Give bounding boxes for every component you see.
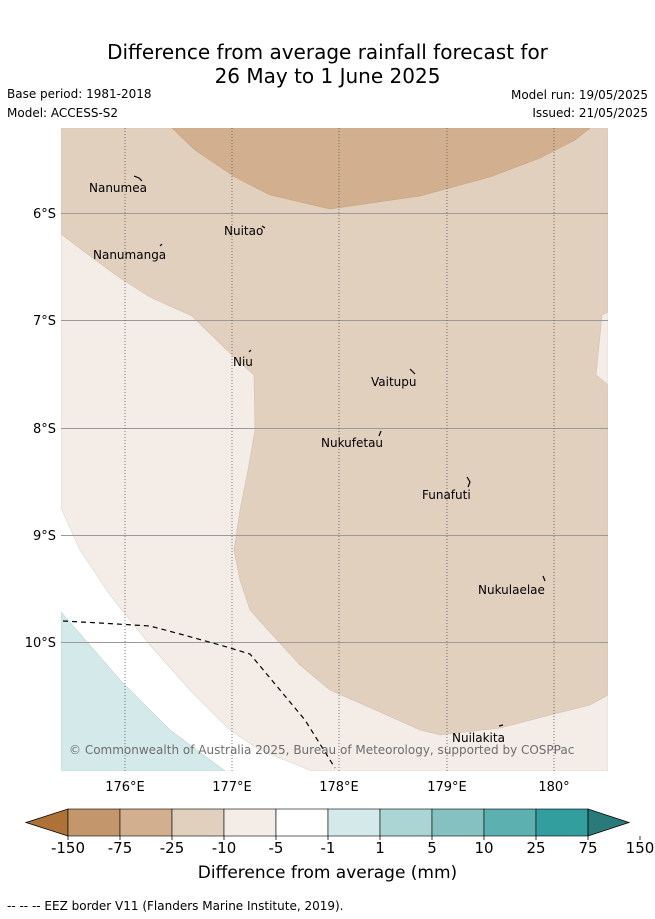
island-label-vaitupu: Vaitupu: [371, 375, 417, 389]
lat-label-7s: 7°S: [33, 314, 56, 329]
island-label-nanumanga: Nanumanga: [93, 248, 166, 262]
model-run: Model run: 19/05/2025: [510, 88, 648, 102]
chart-title: Difference from average rainfall forecas…: [0, 40, 655, 88]
colorbar-segment: [67, 808, 121, 837]
eez-legend-note: -- -- -- EEZ border V11 (Flanders Marine…: [7, 899, 344, 913]
title-line-1: Difference from average rainfall forecas…: [107, 40, 548, 64]
island-outlines: [133, 175, 546, 727]
island-label-nuilakita: Nuilakita: [452, 731, 505, 745]
island-labels: Nanumea Nuitao Nanumanga Niu Vaitupu Nuk…: [89, 181, 545, 745]
title-line-2: 26 May to 1 June 2025: [214, 64, 441, 88]
lat-label-10s: 10°S: [25, 636, 56, 651]
colorbar-segment: [119, 808, 173, 837]
model-name: Model: ACCESS-S2: [7, 106, 119, 120]
copyright-credit: © Commonwealth of Australia 2025, Bureau…: [69, 743, 574, 757]
island-label-niu: Niu: [233, 355, 253, 369]
colorbar-tick-label: 75: [578, 839, 597, 857]
colorbar-segment: [171, 808, 225, 837]
colorbar-tick-label: -75: [108, 839, 133, 857]
colorbar-segment: [535, 808, 589, 837]
colorbar-segment: [379, 808, 433, 837]
island-shape-vaitupu: [409, 368, 416, 375]
colorbar-tick-label: -150: [51, 839, 85, 857]
longitude-gridlines: [124, 128, 555, 771]
island-shape-nuitao: [261, 225, 266, 229]
colorbar-tick-label: 150: [626, 839, 655, 857]
issued-date: Issued: 21/05/2025: [532, 106, 648, 120]
island-shape-nanumea: [133, 175, 143, 182]
island-label-funafuti: Funafuti: [422, 488, 471, 502]
colorbar-tick-label: 10: [474, 839, 493, 857]
colorbar-tick-label: -5: [269, 839, 284, 857]
map-regions: Nanumea Nuitao Nanumanga Niu Vaitupu Nuk…: [61, 128, 608, 771]
island-label-nukulaelae: Nukulaelae: [478, 583, 545, 597]
base-period: Base period: 1981-2018: [7, 87, 152, 101]
lon-label-178e: 178°E: [319, 780, 359, 795]
colorbar-tick-label: -25: [160, 839, 185, 857]
colorbar: -150 -75 -25 -10 -5 -1 1 5 10 25 75 150: [24, 808, 655, 857]
lat-label-6s: 6°S: [33, 207, 56, 222]
lat-label-8s: 8°S: [33, 422, 56, 437]
island-label-nuitao: Nuitao: [224, 224, 263, 238]
lat-label-9s: 9°S: [33, 529, 56, 544]
latitude-axis-labels: 6°S 7°S 8°S 9°S 10°S: [25, 207, 56, 651]
colorbar-tick-label: -1: [321, 839, 336, 857]
island-label-nanumea: Nanumea: [89, 181, 147, 195]
island-shape-nukulaelae: [542, 575, 546, 582]
colorbar-extension-high: [587, 808, 631, 837]
island-shape-nukufetau: [378, 430, 382, 437]
colorbar-segment: [483, 808, 537, 837]
region-minus-10-to-minus-5: [61, 128, 608, 736]
island-shape-nanumanga: [159, 243, 163, 247]
colorbar-segment: [275, 808, 329, 837]
eez-border-line: [62, 620, 336, 769]
latitude-gridlines: [61, 213, 608, 643]
colorbar-tick-label: -10: [212, 839, 237, 857]
colorbar-tick-label: 5: [427, 839, 437, 857]
colorbar-tick-label: 1: [375, 839, 385, 857]
island-shape-funafuti: [466, 476, 471, 488]
island-shape-nuilakita: [498, 724, 504, 727]
colorbar-label: Difference from average (mm): [197, 863, 458, 883]
island-label-nukufetau: Nukufetau: [321, 436, 383, 450]
colorbar-extension-low: [24, 808, 69, 837]
lon-label-180: 180°: [538, 780, 569, 795]
colorbar-tick-label: 25: [526, 839, 545, 857]
longitude-axis-labels: 176°E 177°E 178°E 179°E 180°: [105, 780, 569, 795]
colorbar-segment: [431, 808, 485, 837]
region-minus-25-to-minus-10: [171, 128, 591, 210]
colorbar-segment: [223, 808, 277, 837]
lon-label-177e: 177°E: [212, 780, 252, 795]
lon-label-176e: 176°E: [105, 780, 145, 795]
lon-label-179e: 179°E: [427, 780, 467, 795]
region-1-to-5: [61, 611, 226, 771]
island-shape-niu: [248, 349, 252, 353]
colorbar-segment: [327, 808, 381, 837]
